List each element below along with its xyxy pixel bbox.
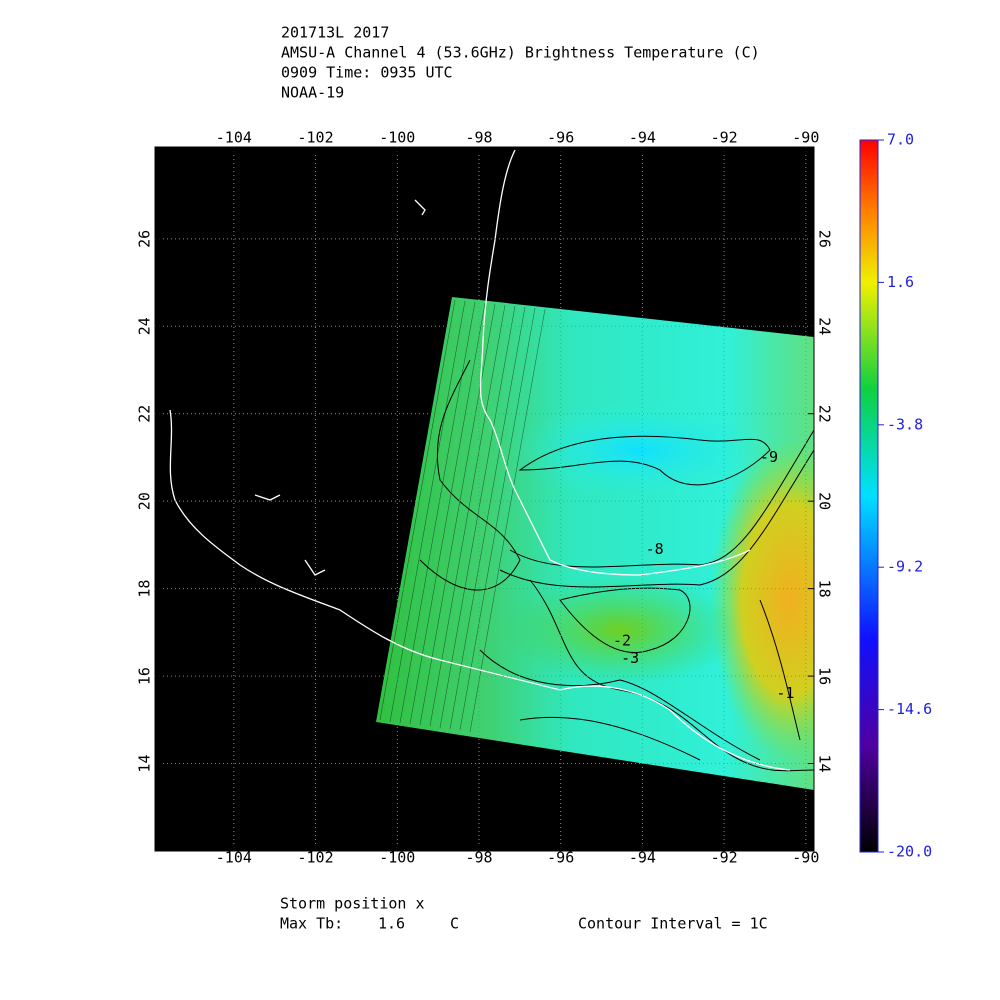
y-tick-label: 20 — [136, 492, 154, 510]
plot-frame — [154, 146, 815, 852]
title-line: 201713L 2017 — [281, 24, 389, 42]
x-tick-label-top: -102 — [297, 129, 333, 147]
colorbar: -20.0 -14.6 -9.2 -3.8 1.6 7.0 — [859, 131, 932, 861]
colorbar-tick-label: 1.6 — [887, 273, 914, 291]
y-tick-label-right: 24 — [816, 317, 834, 335]
y-tick-label-right: 14 — [816, 755, 834, 773]
x-tick-label: -96 — [547, 849, 574, 867]
x-tick-label: -90 — [792, 849, 819, 867]
contour-labels: -9 -8 -2-3 -1 — [613, 448, 794, 702]
y-tick-label: 26 — [136, 230, 154, 248]
x-tick-label-top: -96 — [547, 129, 574, 147]
y-tick-label: 14 — [136, 755, 154, 773]
x-tick-label-top: -94 — [629, 129, 656, 147]
contour-label: -9 — [760, 448, 778, 466]
axes: -104 -104 -102 -102 -100 -100 -98 -98 -96 -96 -94 -… — [136, 129, 834, 867]
y-tick-label: 22 — [136, 405, 154, 423]
y-tick-label: 18 — [136, 580, 154, 598]
contour-label: -2 — [613, 632, 631, 650]
x-tick-label: -102 — [297, 849, 333, 867]
contours — [419, 359, 814, 772]
contour-label: -3 — [621, 649, 639, 667]
contour-label: -1 — [776, 684, 794, 702]
x-tick-label-top: -100 — [379, 129, 415, 147]
x-tick-label-top: -92 — [711, 129, 738, 147]
x-tick-label: -94 — [629, 849, 656, 867]
contour-interval: Contour Interval = 1C — [578, 915, 768, 933]
colorbar-tick-label: -9.2 — [887, 558, 923, 576]
title-line: NOAA-19 — [281, 84, 344, 102]
x-tick-label: -92 — [711, 849, 738, 867]
colorbar-tick-label: -3.8 — [887, 415, 923, 433]
colorbar-scale — [859, 139, 879, 853]
y-tick-label: 24 — [136, 317, 154, 335]
max-tb-unit: C — [450, 915, 459, 933]
swath — [376, 297, 814, 790]
contour-label: -8 — [646, 540, 664, 558]
title-line: 0909 Time: 0935 UTC — [281, 64, 453, 82]
title-block: 201713L 2017 AMSU-A Channel 4 (53.6GHz) B… — [281, 24, 760, 102]
max-tb-value: 1.6 — [378, 915, 405, 933]
title-line: AMSU-A Channel 4 (53.6GHz) Brightness Te… — [281, 44, 760, 62]
warm-area — [710, 440, 814, 760]
y-tick-label-right: 26 — [816, 230, 834, 248]
x-tick-label: -98 — [465, 849, 492, 867]
x-tick-label: -100 — [379, 849, 415, 867]
y-tick-label-right: 22 — [816, 405, 834, 423]
y-tick-label: 16 — [136, 667, 154, 685]
y-tick-label-right: 18 — [816, 580, 834, 598]
storm-position: Storm position x — [280, 895, 425, 913]
warm-band — [500, 575, 740, 685]
x-tick-label: -104 — [216, 849, 252, 867]
y-tick-label-right: 16 — [816, 667, 834, 685]
coastline — [169, 149, 791, 771]
x-tick-label-top: -90 — [792, 129, 819, 147]
colorbar-tick-label: -14.6 — [887, 700, 932, 718]
x-tick-label-top: -98 — [465, 129, 492, 147]
y-tick-label-right: 20 — [816, 492, 834, 510]
colorbar-tick-label: 7.0 — [887, 131, 914, 149]
colorbar-tick-label: -20.0 — [887, 843, 932, 861]
max-tb-label: Max Tb: — [280, 915, 343, 933]
hatching — [379, 299, 546, 733]
cool-area — [510, 400, 770, 500]
x-tick-label-top: -104 — [216, 129, 252, 147]
